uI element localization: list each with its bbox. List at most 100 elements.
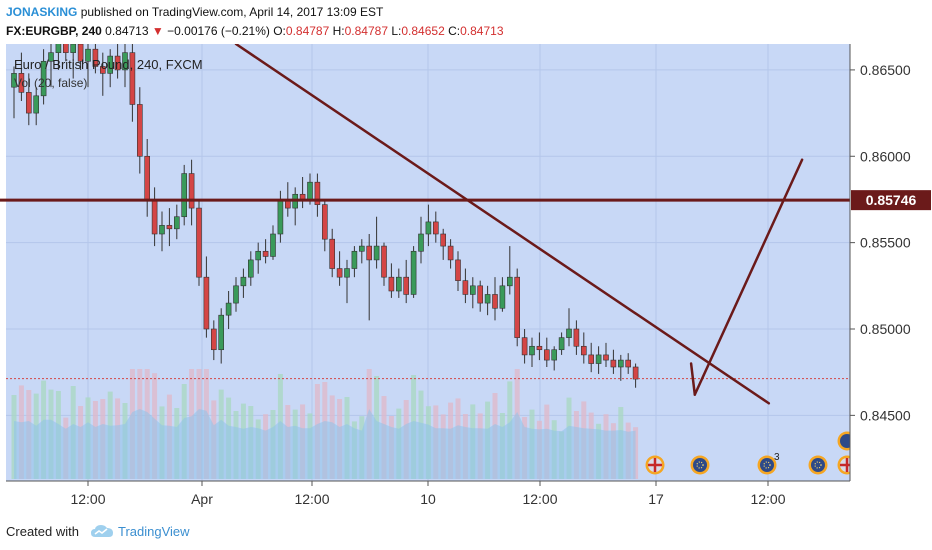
eu-stars xyxy=(763,461,771,469)
candle-down xyxy=(77,44,84,70)
publish-line: JONASKING published on TradingView.com, … xyxy=(6,5,383,19)
event-marker-icon[interactable] xyxy=(645,455,665,475)
candle-body xyxy=(33,95,40,114)
candle-up xyxy=(469,277,476,309)
candle-body xyxy=(536,345,543,351)
candle-body xyxy=(351,250,358,269)
author-name[interactable]: JONASKING xyxy=(6,5,78,19)
candle-body xyxy=(107,55,113,74)
candle-up xyxy=(85,44,91,88)
candle-body xyxy=(144,155,150,200)
candle-body xyxy=(336,268,343,278)
candle-body xyxy=(151,199,158,235)
candle-down xyxy=(603,342,609,367)
candle-body xyxy=(262,250,269,257)
candle-body xyxy=(580,345,587,356)
event-marker-icon[interactable] xyxy=(808,455,828,475)
x-tick-label: 10 xyxy=(420,491,436,507)
candle-body xyxy=(321,204,328,240)
candle-body xyxy=(573,328,580,347)
event-marker-icon[interactable]: 3 xyxy=(757,452,781,475)
event-core xyxy=(811,458,825,472)
candle-body xyxy=(499,285,506,309)
candle-down xyxy=(543,337,550,367)
trend-line xyxy=(693,158,804,396)
candle-down xyxy=(462,268,469,304)
candle-up xyxy=(181,164,187,226)
candle-body xyxy=(92,48,99,67)
candle-down xyxy=(632,363,639,388)
candle-body xyxy=(632,366,639,380)
event-core xyxy=(693,458,707,472)
candle-down xyxy=(514,268,521,347)
price-axis[interactable] xyxy=(850,44,932,481)
candle-down xyxy=(588,342,595,373)
candle-up xyxy=(55,44,62,70)
candle-up xyxy=(270,225,276,260)
candle-up xyxy=(218,308,224,364)
candle-body xyxy=(425,221,432,235)
candle-body xyxy=(100,66,106,74)
symbol-label: FX:EURGBP, 240 xyxy=(6,24,102,38)
candle-body xyxy=(314,181,321,205)
low-value: 0.84652 xyxy=(401,24,445,38)
high-label: H: xyxy=(332,24,345,38)
candle-down xyxy=(440,228,447,260)
candle-down xyxy=(536,332,543,361)
candle-body xyxy=(484,294,491,304)
y-tick-label: 0.86500 xyxy=(860,62,911,78)
candle-down xyxy=(432,211,439,243)
candle-body xyxy=(462,280,469,295)
open-label: O: xyxy=(273,24,286,38)
candle-body xyxy=(566,328,572,338)
candle-body xyxy=(617,359,624,368)
candle-up xyxy=(11,66,17,119)
candle-body xyxy=(85,48,91,62)
candle-body xyxy=(129,52,136,105)
candle-body xyxy=(18,73,25,93)
price-line-value: 0.85746 xyxy=(866,192,917,208)
candle-body xyxy=(358,245,365,252)
candle-up xyxy=(558,332,565,355)
candle-body xyxy=(329,238,336,269)
candle-body xyxy=(418,233,424,252)
candle-body xyxy=(40,60,47,97)
candle-down xyxy=(521,329,528,364)
candle-body xyxy=(233,285,239,304)
last-price: 0.84713 xyxy=(105,24,149,38)
candle-body xyxy=(610,359,617,368)
x-tick-label: Apr xyxy=(191,491,213,507)
candle-body xyxy=(211,328,217,351)
candle-body xyxy=(218,314,224,351)
created-with-label: Created with xyxy=(6,524,79,539)
candle-body xyxy=(588,354,595,364)
candle-body xyxy=(410,250,417,295)
price-chart[interactable]: 3 Euro / British Pound, 240, FXCM Vol (2… xyxy=(0,44,932,512)
candle-body xyxy=(225,302,232,316)
volume-ma-area xyxy=(14,409,636,479)
candle-body xyxy=(248,259,254,278)
candle-body xyxy=(455,259,461,281)
candle-down xyxy=(580,332,587,364)
drawings[interactable] xyxy=(0,44,926,405)
candle-body xyxy=(551,349,558,361)
chart-header: JONASKING published on TradingView.com, … xyxy=(0,0,932,44)
close-value: 0.84713 xyxy=(460,24,504,38)
low-label: L: xyxy=(391,24,402,38)
event-marker-icon[interactable] xyxy=(690,455,710,475)
candle-up xyxy=(358,239,365,264)
candle-body xyxy=(240,276,247,287)
candle-down xyxy=(366,234,373,321)
candle-down xyxy=(403,259,410,304)
candle-body xyxy=(25,92,32,114)
candle-down xyxy=(196,199,202,286)
candle-down xyxy=(477,280,484,312)
candle-down xyxy=(336,251,343,286)
tradingview-brand[interactable]: TradingView xyxy=(118,524,190,539)
candle-body xyxy=(137,104,143,157)
candle-up xyxy=(40,49,47,105)
candle-body xyxy=(62,44,69,53)
candle-up xyxy=(233,277,239,312)
candle-body xyxy=(432,221,439,235)
candle-up xyxy=(351,246,358,278)
